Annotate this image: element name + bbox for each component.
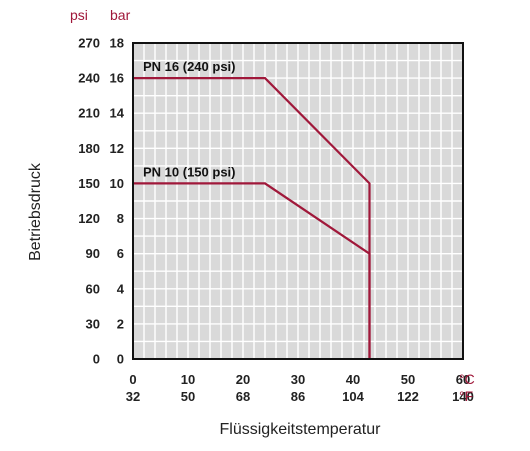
x-unit-celsius: °C: [459, 371, 475, 387]
y-tick-label-bar: 18: [110, 36, 124, 51]
y-tick-label-bar: 4: [117, 281, 125, 296]
y-unit-psi: psi: [70, 7, 88, 23]
x-unit-fahrenheit: °F: [459, 388, 473, 404]
y-tick-label-psi: 150: [78, 176, 100, 191]
y-tick-label-psi: 0: [93, 352, 100, 367]
y-tick-label-bar: 16: [110, 71, 124, 86]
y-tick-label-psi: 60: [86, 281, 100, 296]
x-tick-label-fahrenheit: 50: [181, 389, 195, 404]
x-axis-title: Flüssigkeitstemperatur: [220, 421, 382, 438]
y-tick-label-bar: 8: [117, 211, 124, 226]
x-tick-label-celsius: 0: [129, 372, 136, 387]
y-tick-label-psi: 240: [78, 71, 100, 86]
y-tick-label-psi: 180: [78, 141, 100, 156]
y-tick-label-psi: 210: [78, 106, 100, 121]
x-tick-label-celsius: 10: [181, 372, 195, 387]
y-tick-label-psi: 120: [78, 211, 100, 226]
x-tick-label-celsius: 40: [346, 372, 360, 387]
x-tick-label-celsius: 30: [291, 372, 305, 387]
y-tick-label-psi: 90: [86, 246, 100, 261]
x-tick-label-celsius: 20: [236, 372, 250, 387]
x-tick-label-celsius: 50: [401, 372, 415, 387]
y-unit-bar: bar: [110, 7, 131, 23]
y-tick-label-bar: 10: [110, 176, 124, 191]
series-line-pn10: [133, 182, 371, 359]
y-tick-label-bar: 6: [117, 246, 124, 261]
series-label-pn16: PN 16 (240 psi): [143, 59, 236, 74]
plot-frame: [132, 42, 464, 360]
x-tick-label-fahrenheit: 140: [452, 389, 474, 404]
x-tick-label-fahrenheit: 68: [236, 389, 250, 404]
x-tick-label-fahrenheit: 122: [397, 389, 419, 404]
x-tick-label-fahrenheit: 86: [291, 389, 305, 404]
y-tick-label-bar: 2: [117, 316, 124, 331]
y-tick-label-bar: 12: [110, 141, 124, 156]
series-label-pn10: PN 10 (150 psi): [143, 164, 236, 179]
y-tick-label-psi: 30: [86, 316, 100, 331]
y-axis-title: Betriebsdruck: [27, 162, 44, 261]
y-tick-label-psi: 270: [78, 36, 100, 51]
x-tick-label-fahrenheit: 32: [126, 389, 140, 404]
y-tick-label-bar: 14: [110, 106, 125, 121]
x-tick-label-fahrenheit: 104: [342, 389, 364, 404]
x-tick-label-celsius: 60: [456, 372, 470, 387]
y-tick-label-bar: 0: [117, 352, 124, 367]
